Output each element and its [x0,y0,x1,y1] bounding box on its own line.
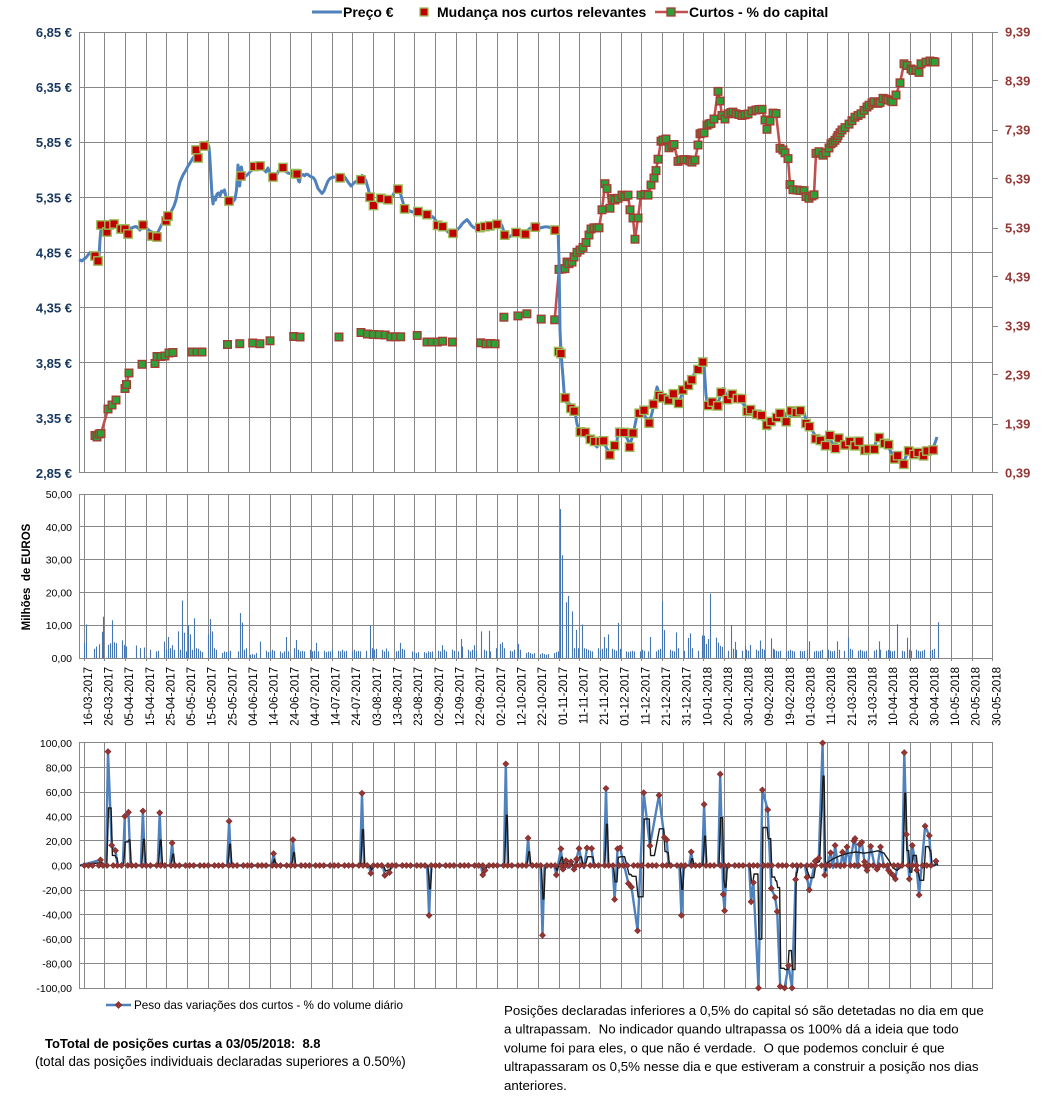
svg-text:02-10-2017: 02-10-2017 [496,667,508,726]
svg-text:1,39: 1,39 [1005,417,1030,432]
svg-text:03-08-2017: 03-08-2017 [372,667,384,726]
svg-text:50,00: 50,00 [46,489,72,501]
svg-text:30-04-2018: 30-04-2018 [929,667,941,726]
svg-text:24-06-2017: 24-06-2017 [289,667,301,726]
svg-text:6,39: 6,39 [1005,172,1030,187]
svg-text:60,00: 60,00 [46,787,72,799]
svg-text:01-11-2017: 01-11-2017 [558,667,570,725]
svg-text:30,00: 30,00 [46,555,72,567]
svg-text:10-04-2018: 10-04-2018 [888,667,900,726]
svg-text:24-07-2017: 24-07-2017 [351,667,363,726]
svg-text:2,39: 2,39 [1005,368,1030,383]
svg-text:15-05-2017: 15-05-2017 [207,667,219,726]
svg-text:20,00: 20,00 [46,836,72,848]
svg-text:31-03-2018: 31-03-2018 [868,667,880,726]
svg-text:05-04-2017: 05-04-2017 [124,667,136,726]
svg-text:volume foi para eles, o que nã: volume foi para eles, o que não é verdad… [504,1040,945,1055]
svg-text:-100,00: -100,00 [36,983,72,995]
svg-text:02-09-2017: 02-09-2017 [434,667,446,726]
svg-text:05-05-2017: 05-05-2017 [186,667,198,726]
svg-text:4,39: 4,39 [1005,270,1030,285]
svg-text:21-11-2017: 21-11-2017 [599,667,611,725]
svg-text:(total das posições individuai: (total das posições individuais declarad… [35,1054,406,1069]
svg-text:5,35 €: 5,35 € [36,190,72,205]
svg-text:26-03-2017: 26-03-2017 [103,667,115,726]
svg-text:3,85 €: 3,85 € [36,356,72,371]
svg-text:40,00: 40,00 [46,522,72,534]
svg-text:Posições declaradas inferiores: Posições declaradas inferiores a 0,5% do… [504,1003,984,1018]
svg-text:22-09-2017: 22-09-2017 [475,667,487,726]
svg-text:14-06-2017: 14-06-2017 [269,667,281,726]
svg-text:4,85 €: 4,85 € [36,246,72,261]
svg-text:ToTotal de posições curtas a 0: ToTotal de posições curtas a 03/05/2018:… [45,1036,321,1051]
svg-text:4,35 €: 4,35 € [36,301,72,316]
svg-text:100,00: 100,00 [40,738,72,750]
svg-text:ultrapassaram os 0,5% nesse di: ultrapassaram os 0,5% nesse dia e que es… [504,1059,979,1074]
svg-text:11-12-2017: 11-12-2017 [640,667,652,725]
svg-text:01-12-2017: 01-12-2017 [620,667,632,726]
svg-text:3,35 €: 3,35 € [36,411,72,426]
svg-text:10-01-2018: 10-01-2018 [702,667,714,726]
svg-text:8,39: 8,39 [1005,74,1030,89]
svg-text:3,39: 3,39 [1005,319,1030,334]
svg-text:-60,00: -60,00 [42,934,72,946]
svg-text:Peso das variações dos curtos: Peso das variações dos curtos - % do vol… [134,999,403,1012]
svg-text:9,39: 9,39 [1005,25,1030,40]
svg-text:01-03-2018: 01-03-2018 [806,667,818,726]
svg-text:6,85 €: 6,85 € [36,25,72,40]
svg-text:14-07-2017: 14-07-2017 [331,667,343,726]
svg-text:13-08-2017: 13-08-2017 [393,667,405,726]
svg-text:0,00: 0,00 [52,861,73,873]
svg-text:7,39: 7,39 [1005,123,1030,138]
svg-text:25-04-2017: 25-04-2017 [165,667,177,726]
svg-text:Preço €: Preço € [343,4,394,20]
svg-text:20-05-2018: 20-05-2018 [971,667,983,726]
svg-text:15-04-2017: 15-04-2017 [145,667,157,726]
svg-text:21-03-2018: 21-03-2018 [847,667,859,726]
svg-text:20,00: 20,00 [46,587,72,599]
svg-text:30-05-2018: 30-05-2018 [991,667,1003,726]
svg-text:16-03-2017: 16-03-2017 [83,667,95,726]
svg-text:11-11-2017: 11-11-2017 [578,667,590,724]
svg-text:80,00: 80,00 [46,763,72,775]
svg-text:22-10-2017: 22-10-2017 [537,667,549,726]
svg-text:0,39: 0,39 [1005,466,1030,481]
svg-text:10-05-2018: 10-05-2018 [950,667,962,726]
svg-text:04-07-2017: 04-07-2017 [310,667,322,726]
svg-text:40,00: 40,00 [46,812,72,824]
svg-text:6,35 €: 6,35 € [36,80,72,95]
svg-text:Curtos - % do capital: Curtos - % do capital [689,4,828,20]
svg-text:5,85 €: 5,85 € [36,135,72,150]
svg-text:21-12-2017: 21-12-2017 [661,667,673,726]
svg-text:04-06-2017: 04-06-2017 [248,667,260,726]
svg-text:Milhões de EUROS: Milhões de EUROS [21,523,33,630]
svg-text:a ultrapassam. No indicador q: a ultrapassam. No indicador quando ultra… [504,1022,959,1037]
svg-text:25-05-2017: 25-05-2017 [227,667,239,726]
svg-text:-80,00: -80,00 [42,959,72,971]
svg-text:Mudança nos curtos relevantes: Mudança nos curtos relevantes [437,4,647,20]
svg-text:12-09-2017: 12-09-2017 [455,667,467,726]
svg-text:20-01-2018: 20-01-2018 [723,667,735,726]
svg-text:09-02-2018: 09-02-2018 [764,667,776,726]
svg-text:30-01-2018: 30-01-2018 [744,667,756,726]
svg-text:23-08-2017: 23-08-2017 [413,667,425,726]
svg-text:5,39: 5,39 [1005,221,1030,236]
svg-text:-40,00: -40,00 [42,910,72,922]
svg-text:20-04-2018: 20-04-2018 [909,667,921,726]
svg-text:11-03-2018: 11-03-2018 [826,667,838,725]
svg-text:31-12-2017: 31-12-2017 [682,667,694,726]
svg-text:10,00: 10,00 [46,620,72,632]
svg-text:19-02-2018: 19-02-2018 [785,667,797,726]
svg-text:0,00: 0,00 [52,653,73,665]
svg-text:-20,00: -20,00 [42,885,72,897]
svg-text:12-10-2017: 12-10-2017 [516,667,528,726]
svg-text:anteriores.: anteriores. [504,1078,567,1093]
svg-text:2,85 €: 2,85 € [36,466,72,481]
